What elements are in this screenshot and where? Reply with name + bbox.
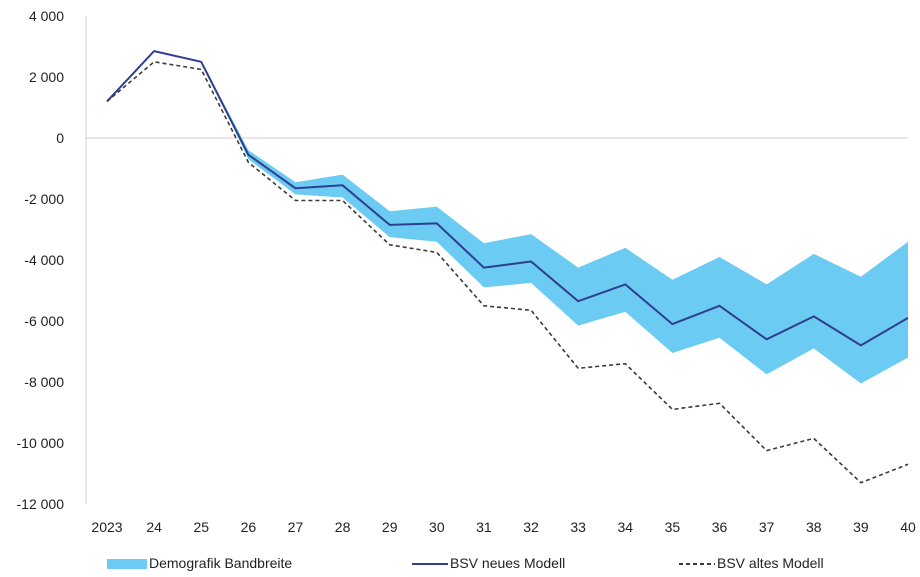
x-tick-label: 24 [146,519,162,535]
x-tick-label: 27 [288,519,304,535]
y-tick-label: -2 000 [24,191,64,207]
x-tick-label: 25 [193,519,209,535]
y-tick-label: -4 000 [24,252,64,268]
y-tick-label: 4 000 [29,8,64,24]
y-tick-label: 2 000 [29,69,64,85]
y-tick-label: -10 000 [17,435,65,451]
axis-layer [85,16,908,504]
y-tick-label: 0 [56,130,64,146]
series-layer [106,50,909,484]
label-layer: 4 000 2 000 0 -2 000 -4 000 -6 000 -8 000 -10 0… [17,8,916,535]
x-tick-label: 37 [759,519,775,535]
x-tick-label: 34 [618,519,634,535]
legend-swatch-band [107,559,147,569]
x-tick-label: 39 [853,519,869,535]
legend-label-series-1: BSV neues Modell [450,555,565,571]
x-tick-label: 40 [900,519,916,535]
x-tick-label: 36 [712,519,728,535]
x-tick-label: 32 [523,519,539,535]
x-tick-label: 38 [806,519,822,535]
x-tick-label: 33 [570,519,586,535]
legend: Demografik Bandbreite BSV neues Modell BSV… [107,555,824,571]
x-tick-label: 26 [241,519,257,535]
band-area [107,51,908,384]
legend-label-series-2: BSV altes Modell [717,555,824,571]
y-tick-label: -12 000 [17,496,65,512]
series-line-1 [106,50,909,347]
x-tick-label: 2023 [91,519,122,535]
legend-label-band: Demografik Bandbreite [149,555,292,571]
x-tick-label: 28 [335,519,351,535]
x-tick-label: 29 [382,519,398,535]
band-layer [107,51,908,384]
series-line-2 [106,61,909,484]
x-tick-label: 35 [665,519,681,535]
x-tick-label: 30 [429,519,445,535]
y-tick-label: -6 000 [24,313,64,329]
x-tick-label: 31 [476,519,492,535]
y-tick-label: -8 000 [24,374,64,390]
